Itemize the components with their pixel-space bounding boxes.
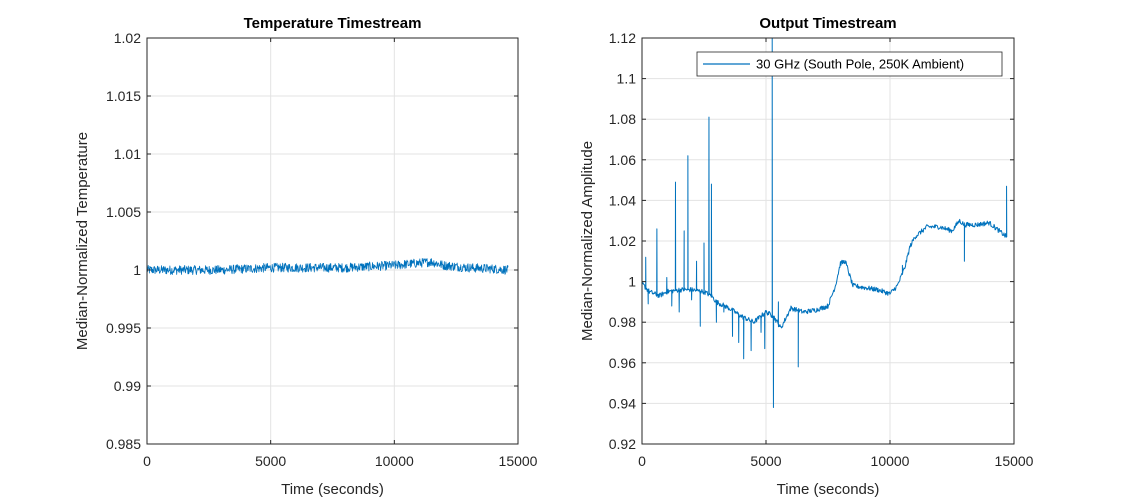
- y-tick-label: 1.04: [609, 192, 636, 208]
- x-tick-label: 0: [143, 453, 151, 469]
- x-tick-label: 10000: [871, 453, 910, 469]
- y-tick-label: 1.005: [106, 204, 141, 220]
- y-axis-label: Median-Normalized Temperature: [74, 132, 91, 350]
- chart-title: Temperature Timestream: [244, 15, 422, 32]
- y-tick-label: 0.985: [106, 436, 141, 452]
- y-tick-label: 0.99: [114, 378, 141, 394]
- y-tick-label: 1.01: [114, 146, 141, 162]
- legend: 30 GHz (South Pole, 250K Ambient): [696, 51, 1003, 77]
- series-line: [146, 257, 509, 275]
- x-tick-label: 0: [638, 453, 646, 469]
- y-tick-label: 1.08: [609, 111, 636, 127]
- x-axis-label: Time (seconds): [777, 481, 880, 498]
- y-tick-label: 1.12: [609, 30, 636, 46]
- y-tick-label: 1.1: [617, 71, 637, 87]
- y-tick-label: 0.995: [106, 320, 141, 336]
- x-axis-label: Time (seconds): [281, 481, 384, 498]
- x-tick-label: 15000: [995, 453, 1034, 469]
- y-tick-label: 0.92: [609, 436, 636, 452]
- x-tick-label: 15000: [499, 453, 538, 469]
- y-tick-label: 1: [628, 274, 636, 290]
- y-tick-label: 1.02: [609, 233, 636, 249]
- y-tick-label: 1.015: [106, 88, 141, 104]
- output-series: [641, 37, 1008, 408]
- output-chart: 0 5000 10000 15000 0.92 0.94 0.96 0.98 1 1.02 1.04…: [579, 15, 1034, 498]
- temperature-chart: 0 5000 10000 15000 0.985 0.99 0.995 1 1.005 1.01 1…: [74, 15, 538, 498]
- x-tick-label: 5000: [255, 453, 286, 469]
- legend-label: 30 GHz (South Pole, 250K Ambient): [756, 57, 964, 72]
- y-tick-label: 0.98: [609, 314, 636, 330]
- plot-area-border: [146, 37, 519, 445]
- y-axis-label: Median-Normalized Amplitude: [579, 141, 596, 341]
- y-tick-label: 1.02: [114, 30, 141, 46]
- y-tick-label: 1.06: [609, 152, 636, 168]
- temperature-series: [146, 257, 509, 275]
- x-tick-label: 5000: [750, 453, 781, 469]
- x-tick-label: 10000: [375, 453, 414, 469]
- plot-area-background: [147, 38, 518, 444]
- y-tick-label: 1: [133, 262, 141, 278]
- series-line: [641, 37, 1008, 408]
- y-tick-label: 0.96: [609, 355, 636, 371]
- chart-title: Output Timestream: [759, 15, 896, 32]
- axis-ticks: 0 5000 10000 15000 0.92 0.94 0.96 0.98 1 1.02 1.04…: [609, 30, 1034, 469]
- y-tick-label: 0.94: [609, 395, 636, 411]
- axis-ticks: 0 5000 10000 15000 0.985 0.99 0.995 1 1.005 1.01 1…: [106, 30, 538, 469]
